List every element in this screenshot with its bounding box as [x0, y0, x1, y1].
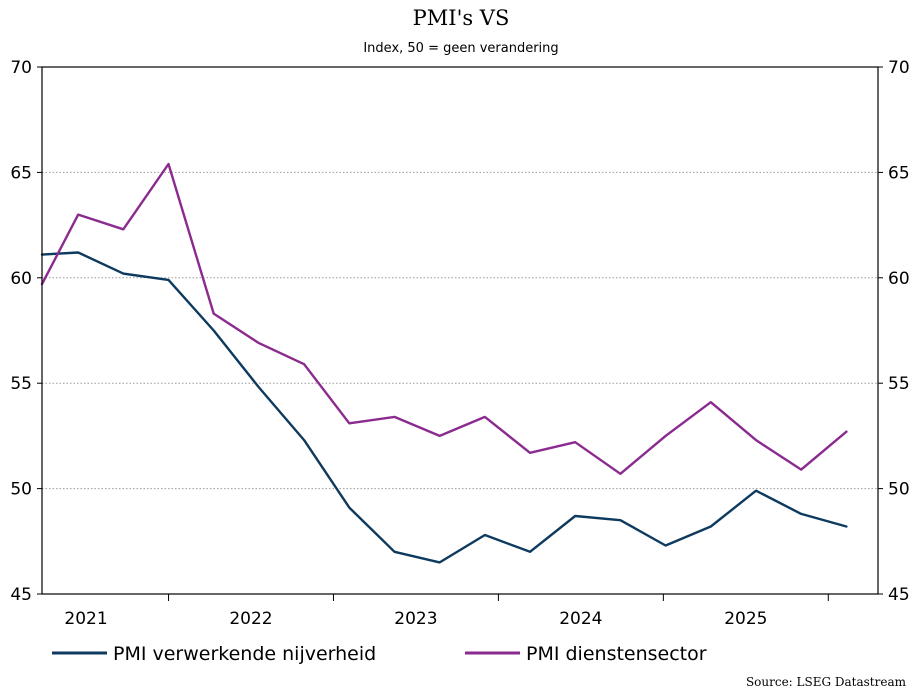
y-tick-label-left: 65 — [10, 163, 32, 183]
legend-label-manufacturing: PMI verwerkende nijverheid — [113, 643, 376, 665]
x-tick-label: 2024 — [559, 609, 602, 629]
y-tick-label-right: 45 — [888, 585, 910, 605]
series-line-1 — [40, 162, 848, 475]
x-tick-label: 2022 — [229, 609, 272, 629]
x-tick-label: 2021 — [64, 609, 107, 629]
y-tick-label-left: 50 — [10, 480, 32, 500]
y-tick-label-right: 65 — [888, 163, 910, 183]
x-tick-label: 2023 — [394, 609, 437, 629]
legend: PMI verwerkende nijverheid PMI dienstens… — [52, 643, 707, 665]
y-tick-label-right: 50 — [888, 480, 910, 500]
y-tick-label-left: 45 — [10, 585, 32, 605]
source-note: Source: LSEG Datastream — [746, 675, 907, 689]
series-lines — [40, 162, 848, 564]
y-tick-label-right: 70 — [888, 58, 910, 78]
y-axis-right: 45 50 55 60 65 70 — [878, 58, 910, 605]
gridlines — [42, 171, 878, 490]
chart-title: PMI's VS — [413, 6, 510, 30]
y-tick-label-right: 55 — [888, 374, 910, 394]
chart-subtitle: Index, 50 = geen verandering — [363, 41, 558, 56]
y-tick-label-left: 55 — [10, 374, 32, 394]
y-tick-label-left: 70 — [10, 58, 32, 78]
y-tick-label-right: 60 — [888, 269, 910, 289]
series-line-0 — [40, 251, 848, 564]
y-tick-label-left: 60 — [10, 269, 32, 289]
x-axis: 2021 2022 2023 2024 2025 — [64, 594, 829, 629]
legend-label-services: PMI dienstensector — [526, 643, 707, 665]
plot-frame — [41, 66, 879, 595]
y-axis-left: 45 50 55 60 65 70 — [10, 58, 42, 605]
x-tick-label: 2025 — [724, 609, 767, 629]
